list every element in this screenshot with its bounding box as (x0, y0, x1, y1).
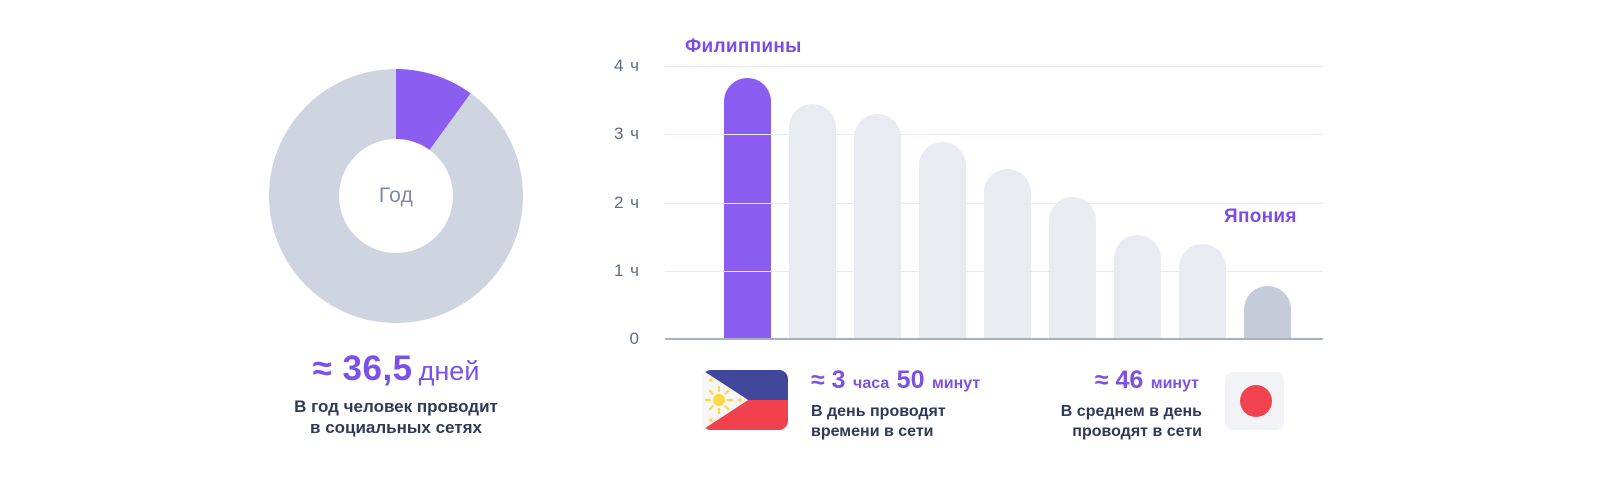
bar-japan (1244, 285, 1291, 338)
japan-stat-value: ≈ 46 минут (1061, 366, 1202, 395)
donut-stat-value: ≈ 36,5 дней (196, 349, 596, 389)
y-tick-label: 1 ч (613, 260, 640, 280)
gridline (665, 202, 1323, 204)
donut-description-line2: в социальных сетях (310, 418, 482, 437)
donut-center-label: Год (378, 184, 414, 207)
stat-number: ≈ 36,5 (312, 349, 413, 388)
bars-container (724, 66, 1291, 338)
philippines-caption: ≈ 3 часа 50 минут В день проводят времен… (811, 366, 983, 442)
y-tick-label: 2 ч (613, 192, 640, 212)
ph-hours-number: ≈ 3 (811, 366, 846, 394)
gridline (665, 134, 1323, 136)
label-philippines: Филиппины (685, 36, 802, 57)
x-axis-line (665, 338, 1323, 340)
bar-7 (1114, 234, 1161, 338)
y-tick-label: 3 ч (613, 124, 640, 144)
ph-desc-line2: времени в сети (811, 423, 934, 440)
label-japan: Япония (1224, 206, 1297, 227)
ph-hours-unit: часа (853, 375, 890, 392)
bar-philippines (724, 77, 771, 338)
jp-desc-line1: В среднем в день (1060, 403, 1202, 420)
y-tick-label: 0 (629, 329, 640, 348)
philippines-stat-value: ≈ 3 часа 50 минут (811, 366, 983, 395)
donut-description-line1: В год человек проводит (294, 397, 498, 416)
donut-description: В год человек проводит в социальных сетя… (196, 396, 596, 438)
ph-minutes-number: 50 (896, 366, 925, 394)
y-tick-label: 4 ч (613, 56, 640, 75)
bar-plot (665, 66, 1323, 340)
ph-desc-line1: В день проводят (811, 403, 946, 420)
bar-3 (854, 113, 901, 338)
jp-minutes-number: ≈ 46 (1094, 366, 1144, 394)
philippines-stat-description: В день проводят времени в сети (811, 402, 983, 442)
jp-minutes-unit: минут (1150, 375, 1199, 392)
japan-caption: ≈ 46 минут В среднем в день проводят в с… (1061, 366, 1202, 442)
bar-8 (1179, 244, 1226, 338)
bar-4 (919, 142, 966, 338)
stat-unit: дней (418, 356, 480, 386)
bar-2 (789, 104, 836, 338)
philippines-flag (702, 370, 788, 435)
japan-stat-description: В среднем в день проводят в сети (1061, 402, 1202, 442)
donut-chart-svg (269, 69, 523, 323)
japan-flag (1225, 372, 1284, 435)
gridline (665, 66, 1323, 67)
donut-highlight-slice (269, 69, 523, 323)
jp-desc-line2: проводят в сети (1072, 423, 1202, 440)
gridline (665, 270, 1323, 272)
bar-5 (984, 168, 1031, 338)
ph-minutes-unit: минут (931, 375, 981, 392)
bar-6 (1049, 197, 1096, 338)
donut-chart: Год (268, 68, 524, 324)
